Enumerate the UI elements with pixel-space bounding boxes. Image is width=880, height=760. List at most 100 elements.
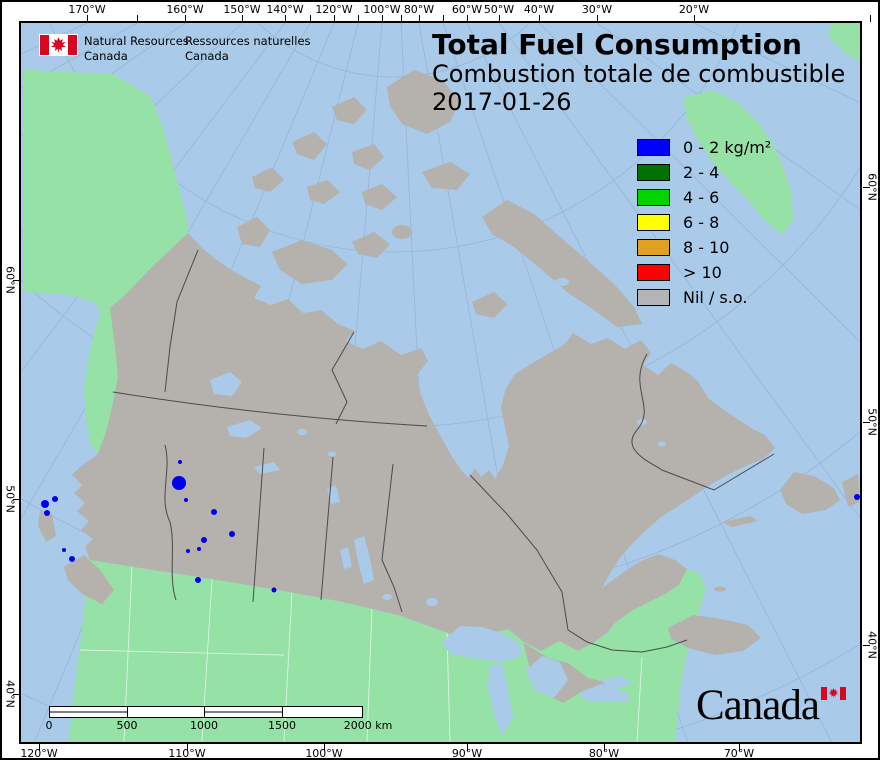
tick-mark — [136, 15, 138, 22]
tick-mark — [693, 15, 695, 22]
tick-mark — [603, 744, 605, 751]
tick-mark — [357, 15, 359, 22]
legend-item-label: > 10 — [683, 263, 722, 282]
legend-swatch — [637, 264, 670, 281]
legend-item: 6 - 8 — [637, 210, 771, 235]
fuel-data-point — [172, 476, 186, 490]
canada-flag-icon — [39, 34, 78, 56]
tick-mark — [400, 15, 402, 22]
tick-mark — [466, 15, 468, 22]
map-canvas — [19, 21, 862, 744]
legend-swatch — [637, 239, 670, 256]
fuel-data-point — [271, 587, 277, 593]
tick-mark — [596, 15, 598, 22]
data-points-layer — [41, 460, 860, 593]
arctic-islands — [237, 70, 642, 327]
tick-mark — [863, 421, 870, 423]
fuel-data-point — [854, 494, 860, 500]
scale-bar-label: 1000 — [190, 719, 218, 732]
pacific-islands — [38, 510, 114, 604]
fuel-data-point — [229, 531, 235, 537]
tick-mark — [466, 744, 468, 751]
tick-mark — [38, 744, 40, 751]
tick-mark — [498, 15, 500, 22]
graticule-tick-label: 160°W — [166, 3, 204, 16]
graticule-tick-label: 110°W — [168, 747, 206, 760]
scale-bar-label: 1500 — [268, 719, 296, 732]
graticule-tick-label: 30°W — [581, 3, 613, 16]
tick-mark — [184, 15, 186, 22]
map-title-fr: Combustion totale de combustible — [432, 60, 846, 89]
tick-mark — [381, 15, 383, 22]
graticule-tick-label: 150°W — [223, 3, 261, 16]
fuel-data-point — [186, 549, 190, 553]
fuel-data-point — [184, 498, 188, 502]
wordmark-flag-icon — [821, 687, 846, 700]
legend-item-label: 6 - 8 — [683, 213, 720, 232]
alaska-landmass — [23, 70, 188, 454]
province-borders — [112, 249, 775, 653]
tick-mark — [869, 15, 871, 22]
nrcan-name-fr: Ressources naturelles Canada — [185, 34, 311, 63]
lakes — [210, 278, 666, 736]
tick-mark — [309, 15, 311, 22]
tick-mark — [86, 15, 88, 22]
tick-mark — [186, 744, 188, 751]
fuel-data-point — [211, 509, 217, 515]
tick-mark — [13, 693, 20, 695]
map-title-en: Total Fuel Consumption — [432, 28, 802, 61]
legend-swatch — [637, 189, 670, 206]
scale-bar-label: 0 — [45, 719, 53, 732]
legend-item-label: Nil / s.o. — [683, 288, 748, 307]
fuel-data-point — [69, 556, 75, 562]
graticule-tick-label: 70°W — [723, 747, 755, 760]
graticule-tick-label: 60°W — [451, 3, 483, 16]
fuel-data-point — [52, 496, 58, 502]
graticule-tick-label: 80°W — [403, 3, 435, 16]
graticule-tick-label: 20°W — [678, 3, 710, 16]
fuel-data-point — [62, 548, 66, 552]
canada-landmass — [72, 233, 775, 651]
scale-bar-label: 500 — [116, 719, 138, 732]
graticule-tick-label: 50°W — [483, 3, 515, 16]
graticule-tick-label: 170°W — [68, 3, 106, 16]
map-date: 2017-01-26 — [432, 88, 572, 117]
tick-mark — [13, 498, 20, 500]
graticule-tick-label: 100°W — [305, 747, 343, 760]
legend-item: 8 - 10 — [637, 235, 771, 260]
graticule-tick-label: 140°W — [266, 3, 304, 16]
tick-mark — [323, 744, 325, 751]
legend-item-label: 2 - 4 — [683, 163, 720, 182]
legend-item: 4 - 6 — [637, 185, 771, 210]
graticule-tick-label: 40°W — [523, 3, 555, 16]
legend-item: > 10 — [637, 260, 771, 285]
graticule-tick-label: 80°W — [588, 747, 620, 760]
tick-mark — [863, 186, 870, 188]
usa-landmass — [68, 560, 706, 742]
legend-item-label: 8 - 10 — [683, 238, 730, 257]
tick-mark — [13, 279, 20, 281]
legend-swatch — [637, 164, 670, 181]
legend-item-label: 4 - 6 — [683, 188, 720, 207]
greenland-landmass — [684, 90, 794, 234]
scale-bar-label: 2000 km — [343, 719, 393, 732]
tick-mark — [241, 15, 243, 22]
graticule-tick-label: 120°W — [20, 747, 58, 760]
graticule-tick-label: 100°W — [363, 3, 401, 16]
fuel-data-point — [41, 500, 49, 508]
tick-mark — [442, 15, 444, 22]
legend: 0 - 2 kg/m² 2 - 4 4 - 6 6 - 8 8 - 10 > 10 Nil … — [637, 135, 771, 310]
legend-swatch — [637, 139, 670, 156]
legend-item: 0 - 2 kg/m² — [637, 135, 771, 160]
fuel-data-point — [178, 460, 182, 464]
tick-mark — [738, 744, 740, 751]
tick-mark — [538, 15, 540, 22]
map-title-block: Total Fuel Consumption Combustion totale… — [432, 28, 846, 117]
nrcan-signature — [39, 34, 78, 56]
tick-mark — [418, 15, 420, 22]
nrcan-name-en: Natural Resources Canada — [84, 34, 189, 63]
graticule-tick-label: 120°W — [315, 3, 353, 16]
tick-mark — [333, 15, 335, 22]
fuel-data-point — [195, 577, 201, 583]
fuel-data-point — [197, 547, 201, 551]
